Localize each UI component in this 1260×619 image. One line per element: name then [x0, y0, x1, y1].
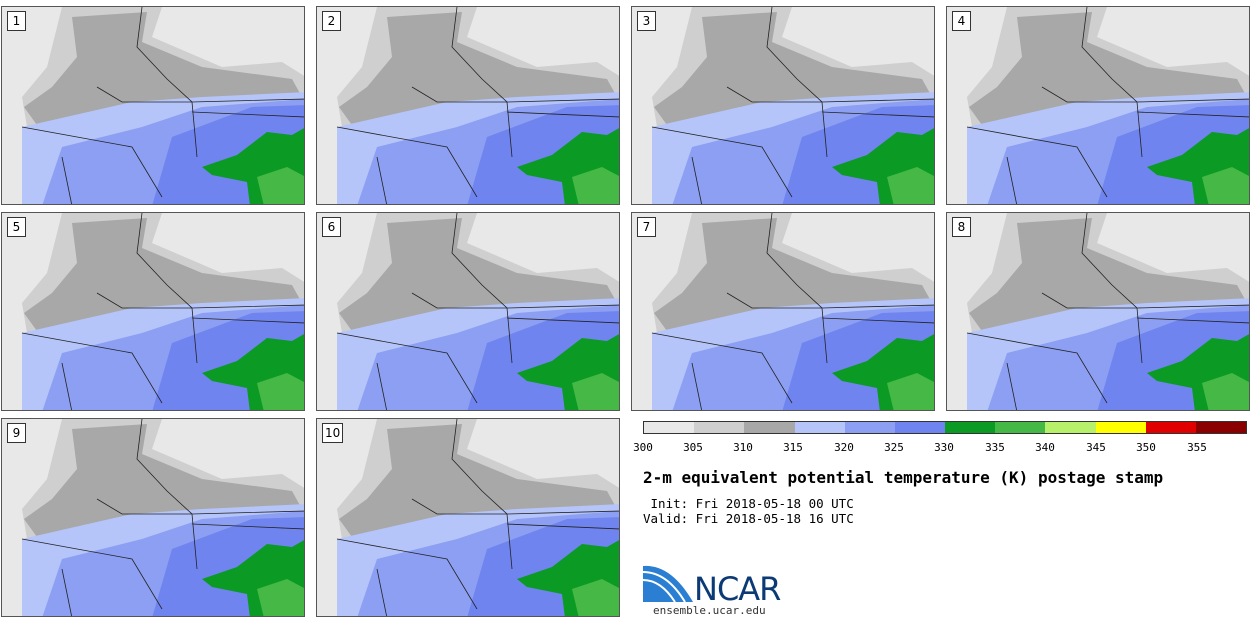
- ensemble-member-panel-10: 10: [316, 418, 620, 617]
- colorbar-tick-label: 300: [633, 441, 653, 454]
- colorbar-segment: [1045, 422, 1096, 433]
- colorbar-segment: [844, 422, 895, 433]
- colorbar-segment: [794, 422, 845, 433]
- colorbar-segment: [945, 422, 996, 433]
- ept-field-map: [947, 213, 1249, 410]
- colorbar-segment: [694, 422, 745, 433]
- colorbar-tick-label: 320: [834, 441, 854, 454]
- panel-number: 9: [7, 423, 26, 443]
- ensemble-member-panel-4: 4: [946, 6, 1250, 205]
- panel-number: 5: [7, 217, 26, 237]
- colorbar-segment: [644, 422, 695, 433]
- ept-field-map: [317, 7, 619, 204]
- ept-field-map: [2, 419, 304, 616]
- product-title: 2-m equivalent potential temperature (K)…: [643, 468, 1164, 487]
- ensemble-member-panel-3: 3: [631, 6, 935, 205]
- colorbar-tick-label: 340: [1035, 441, 1055, 454]
- ensemble-member-panel-1: 1: [1, 6, 305, 205]
- colorbar-segment: [1095, 422, 1146, 433]
- colorbar-tick-label: 305: [683, 441, 703, 454]
- init-time: Init: Fri 2018-05-18 00 UTC: [643, 496, 854, 511]
- panel-number: 6: [322, 217, 341, 237]
- colorbar: [643, 421, 1247, 434]
- colorbar-segment: [894, 422, 946, 433]
- ept-field-map: [317, 213, 619, 410]
- panel-number: 1: [7, 11, 26, 31]
- ensemble-member-panel-6: 6: [316, 212, 620, 411]
- colorbar-tick-label: 335: [985, 441, 1005, 454]
- ncar-logo-icon: [643, 565, 693, 603]
- colorbar-segment: [1145, 422, 1196, 433]
- colorbar-segment: [744, 422, 795, 433]
- ensemble-member-panel-7: 7: [631, 212, 935, 411]
- colorbar-tick-label: 350: [1136, 441, 1156, 454]
- ept-field-map: [947, 7, 1249, 204]
- ept-field-map: [317, 419, 619, 616]
- colorbar-tick-label: 345: [1086, 441, 1106, 454]
- ept-field-map: [632, 213, 934, 410]
- panel-number: 7: [637, 217, 656, 237]
- panel-number: 8: [952, 217, 971, 237]
- ensemble-member-panel-2: 2: [316, 6, 620, 205]
- panel-number: 10: [322, 423, 344, 443]
- ensemble-member-panel-9: 9: [1, 418, 305, 617]
- colorbar-tick-label: 325: [884, 441, 904, 454]
- colorbar-tick-label: 315: [783, 441, 803, 454]
- ensemble-member-panel-5: 5: [1, 212, 305, 411]
- ept-field-map: [2, 7, 304, 204]
- logo-url[interactable]: ensemble.ucar.edu: [653, 604, 766, 617]
- colorbar-segment: [995, 422, 1046, 433]
- colorbar-tick-label: 310: [733, 441, 753, 454]
- panel-number: 4: [952, 11, 971, 31]
- ept-field-map: [2, 213, 304, 410]
- ept-field-map: [632, 7, 934, 204]
- colorbar-segment: [1195, 422, 1247, 433]
- colorbar-tick-label: 330: [934, 441, 954, 454]
- ensemble-member-panel-8: 8: [946, 212, 1250, 411]
- logo-wordmark: NCAR: [694, 570, 781, 608]
- panel-number: 3: [637, 11, 656, 31]
- valid-time: Valid: Fri 2018-05-18 16 UTC: [643, 511, 854, 526]
- colorbar-tick-label: 355: [1187, 441, 1207, 454]
- panel-number: 2: [322, 11, 341, 31]
